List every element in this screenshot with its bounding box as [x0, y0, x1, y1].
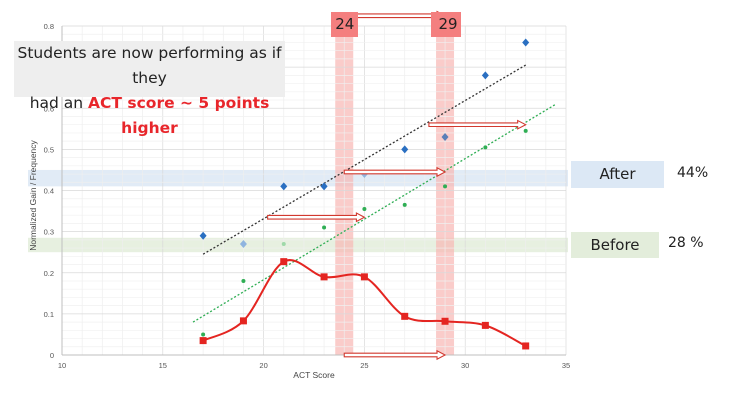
after-diamond	[401, 145, 409, 154]
frequency-square	[199, 337, 207, 345]
callout-line2: had an ACT score ~ 5 points higher	[14, 91, 285, 141]
after-band	[28, 169, 568, 187]
x-tick-label: 10	[58, 361, 66, 370]
after-diamond	[522, 38, 530, 47]
before-dot	[523, 128, 528, 133]
before-dot	[241, 278, 246, 283]
y-tick-label: 0.8	[44, 22, 54, 31]
y-tick-label: 0.5	[44, 145, 54, 154]
shift-arrow	[343, 166, 447, 178]
after-diamond	[481, 71, 489, 80]
shift-arrow	[343, 349, 447, 361]
shift-arrow	[267, 212, 366, 223]
before-dot	[402, 202, 407, 207]
frequency-square	[239, 317, 247, 325]
after-diamond	[280, 182, 288, 191]
x-tick-label: 35	[562, 361, 570, 370]
marker-label-24: 24	[331, 12, 359, 37]
frequency-square	[320, 273, 328, 281]
frequency-square	[280, 258, 288, 266]
marker-label-29: 29	[431, 12, 462, 37]
after-label-box: After	[571, 161, 664, 188]
before-dot	[443, 184, 448, 189]
callout-line2-prefix: had an	[29, 94, 89, 112]
x-tick-label: 15	[159, 361, 167, 370]
trend-lines	[192, 64, 557, 323]
frequency-square	[522, 342, 530, 350]
frequency-square	[401, 312, 409, 320]
before-dot	[281, 241, 286, 246]
x-tick-label: 25	[360, 361, 368, 370]
frequency-curve	[199, 258, 530, 350]
shift-arrow	[428, 119, 527, 130]
after-value: 44%	[677, 165, 709, 181]
after-diamond	[239, 239, 247, 248]
frequency-square	[441, 317, 449, 325]
before-dot	[322, 225, 327, 230]
x-axis-label: ACT Score	[293, 370, 335, 380]
frequency-square	[360, 273, 368, 281]
before-dot	[483, 145, 488, 150]
y-tick-label: 0.3	[44, 228, 54, 237]
frequency-square	[481, 321, 489, 329]
callout-box: Students are now performing as if they h…	[14, 41, 285, 137]
callout-line1: Students are now performing as if they	[17, 44, 282, 87]
y-tick-label: 0	[50, 351, 54, 360]
y-tick-label: 0.1	[44, 310, 54, 319]
before-trend	[192, 103, 557, 323]
callout-highlight: ACT score ~ 5 points higher	[88, 94, 270, 137]
after-diamond	[320, 182, 328, 191]
y-tick-label: 0.6	[44, 104, 54, 113]
before-value: 28 %	[668, 235, 704, 251]
after-diamond	[441, 133, 449, 142]
before-dot	[201, 332, 206, 337]
x-tick-label: 20	[259, 361, 267, 370]
y-tick-label: 0.2	[44, 269, 54, 278]
before-dot	[362, 207, 367, 212]
x-tick-label: 30	[461, 361, 469, 370]
before-label-box: Before	[571, 232, 659, 258]
after-diamond	[199, 231, 207, 240]
y-axis-label: Normalized Gain / Frequency	[28, 139, 38, 250]
y-tick-label: 0.4	[44, 187, 54, 196]
